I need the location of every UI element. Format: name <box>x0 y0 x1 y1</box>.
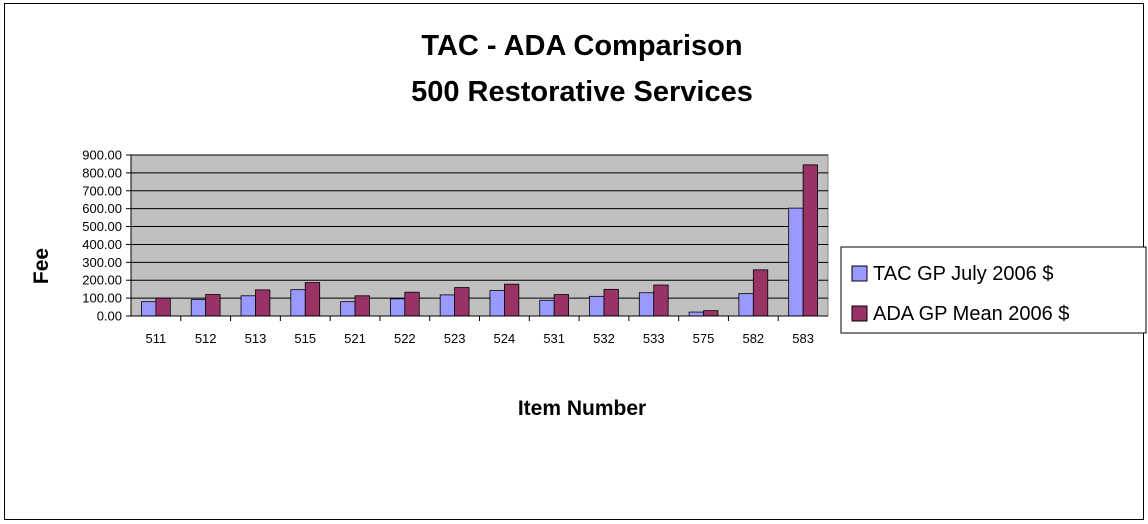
x-tick-label: 522 <box>394 331 416 346</box>
bar-tac-513 <box>240 295 256 317</box>
bar-ada-511 <box>155 297 171 317</box>
x-tick-label: 524 <box>494 331 516 346</box>
bar-tac-515 <box>290 289 306 317</box>
x-tick-label: 511 <box>146 331 167 346</box>
bar-tac-582 <box>738 293 754 317</box>
legend-box <box>840 246 1147 334</box>
bar-ada-532 <box>603 288 619 317</box>
y-tick-label: 300.00 <box>82 255 122 270</box>
bar-tac-532 <box>589 295 605 317</box>
x-tick-label: 513 <box>245 331 267 346</box>
plot-area <box>130 154 829 317</box>
bar-tac-522 <box>389 298 406 317</box>
bar-ada-531 <box>553 294 570 317</box>
x-axis-title: Item Number <box>518 397 646 420</box>
y-tick-label: 200.00 <box>82 273 122 288</box>
axes <box>130 155 828 321</box>
x-tick-label: 532 <box>593 331 615 346</box>
bar-ada-582 <box>752 269 769 317</box>
legend-label: TAC GP July 2006 $ <box>873 263 1053 285</box>
bar-ada-512 <box>205 294 221 317</box>
bar-tac-531 <box>539 299 555 317</box>
bar-ada-533 <box>653 284 669 317</box>
bar-tac-523 <box>439 294 456 317</box>
x-tick-label: 512 <box>195 331 217 346</box>
legend-swatch <box>851 265 868 282</box>
y-tick-labels: 0.00 100.00 200.00 300.00 400.00 500.00 600.00… <box>82 148 122 324</box>
y-tick-label: 700.00 <box>82 183 122 198</box>
y-tick-label: 0.00 <box>97 309 122 324</box>
bar-ada-522 <box>404 291 420 317</box>
y-tick-label: 800.00 <box>82 165 122 180</box>
chart-subtitle: 500 Restorative Services <box>411 76 753 108</box>
y-tick-label: 900.00 <box>82 148 122 163</box>
bar-ada-521 <box>354 295 370 317</box>
bar-tac-524 <box>489 290 505 317</box>
x-tick-label: 533 <box>643 331 665 346</box>
bar-tac-575 <box>688 311 704 317</box>
bar-ada-583 <box>802 164 818 317</box>
y-tick-label: 400.00 <box>82 237 122 252</box>
y-tick-label: 100.00 <box>82 291 122 306</box>
x-tick-label: 583 <box>792 331 814 346</box>
x-tick-label: 575 <box>693 331 715 346</box>
x-tick-label: 521 <box>344 331 366 346</box>
x-tick-label: 582 <box>742 331 764 346</box>
y-tick-label: 500.00 <box>82 219 122 234</box>
x-tick-labels: 511 512 513 515 521 522 523 524 531 532 533 575 582 5… <box>146 331 814 346</box>
y-axis-title: Fee <box>30 248 53 284</box>
bar-ada-513 <box>255 289 271 317</box>
bar-tac-533 <box>638 292 655 317</box>
legend-label: ADA GP Mean 2006 $ <box>873 303 1069 325</box>
x-tick-label: 523 <box>444 331 466 346</box>
chart-title: TAC - ADA Comparison <box>421 30 742 62</box>
x-tick-label: 515 <box>294 331 316 346</box>
bar-ada-575 <box>703 310 719 317</box>
bar-ada-523 <box>454 287 470 317</box>
legend-swatch <box>851 305 868 322</box>
bar-ada-515 <box>304 282 321 317</box>
bar-tac-521 <box>340 301 356 317</box>
x-tick-label: 531 <box>543 331 565 346</box>
bar-tac-583 <box>788 207 804 317</box>
y-tick-label: 600.00 <box>82 201 122 216</box>
legend: TAC GP July 2006 $ ADA GP Mean 2006 $ <box>840 246 1147 334</box>
bar-ada-524 <box>503 283 520 317</box>
bar-tac-512 <box>190 299 207 317</box>
bar-tac-511 <box>141 301 157 317</box>
bars <box>141 164 818 317</box>
